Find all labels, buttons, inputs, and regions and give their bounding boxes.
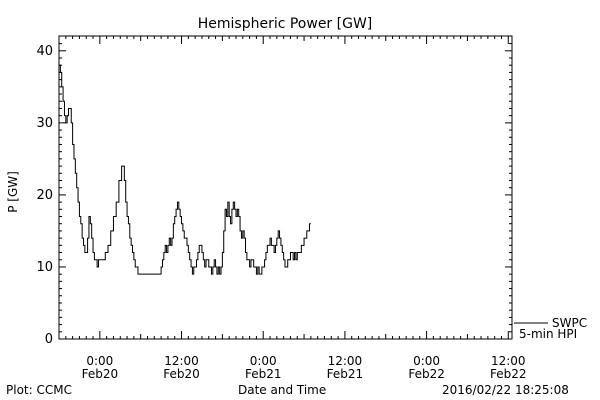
- y-axis-label: P [GW]: [6, 171, 20, 213]
- y-tick-label: 10: [36, 260, 53, 275]
- x-tick-time-label: 12:00: [328, 354, 363, 368]
- y-tick-label: 30: [36, 116, 53, 131]
- chart-title: Hemispheric Power [GW]: [198, 16, 373, 32]
- x-tick-date-label: Feb22: [490, 367, 527, 381]
- legend-label-swpc: SWPC: [552, 316, 587, 330]
- axes-ticks: 0102030400:00Feb2012:00Feb200:00Feb2112:…: [36, 36, 527, 381]
- y-tick-label: 20: [36, 188, 53, 203]
- plot-timestamp: 2016/02/22 18:25:08: [442, 383, 569, 397]
- x-tick-time-label: 12:00: [491, 354, 526, 368]
- x-axis-label: Date and Time: [238, 383, 327, 397]
- x-tick-time-label: 0:00: [413, 354, 440, 368]
- x-tick-time-label: 12:00: [164, 354, 199, 368]
- series-layer: [59, 64, 311, 275]
- plot-credit: Plot: CCMC: [6, 383, 72, 397]
- x-tick-date-label: Feb20: [163, 367, 200, 381]
- plot-frame: [58, 35, 513, 340]
- x-tick-date-label: Feb22: [408, 367, 445, 381]
- x-tick-date-label: Feb21: [245, 367, 282, 381]
- y-tick-label: 0: [45, 332, 53, 347]
- x-tick-date-label: Feb20: [82, 367, 119, 381]
- x-tick-date-label: Feb21: [327, 367, 364, 381]
- x-tick-time-label: 0:00: [250, 354, 277, 368]
- hemispheric-power-series: [59, 64, 311, 275]
- y-tick-label: 40: [36, 44, 53, 59]
- x-tick-time-label: 0:00: [86, 354, 113, 368]
- legend-label-5min-hpi: 5-min HPI: [519, 327, 577, 341]
